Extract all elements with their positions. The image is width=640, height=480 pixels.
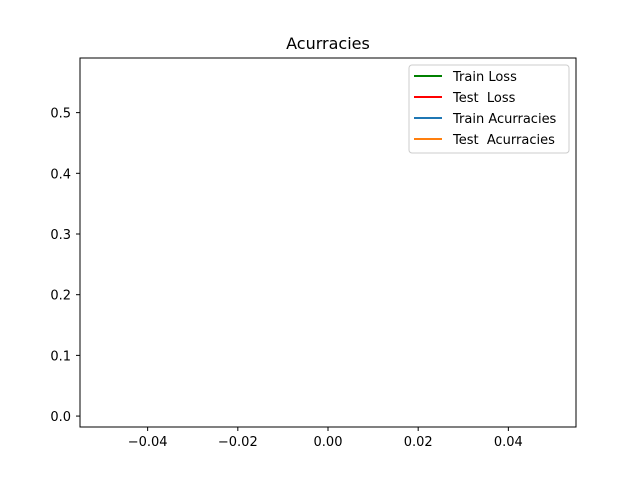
- y-axis: 0.0 0.1 0.2 0.3 0.4 0.5: [50, 107, 80, 425]
- x-tick-label: 0.04: [494, 435, 523, 450]
- legend: Train Loss Test Loss Train Acurracies Test …: [408, 64, 570, 154]
- legend-label: Train Acurracies: [452, 112, 557, 127]
- y-tick-label: 0.4: [50, 167, 71, 182]
- legend-box: [408, 64, 570, 154]
- chart-title: Acurracies: [286, 34, 370, 53]
- x-tick-label: 0.02: [404, 435, 433, 450]
- legend-label: Test Acurracies: [452, 133, 555, 148]
- legend-label: Train Loss: [452, 70, 517, 85]
- y-tick-label: 0.1: [50, 349, 71, 364]
- y-tick-label: 0.5: [50, 107, 71, 122]
- y-tick-label: 0.2: [50, 289, 71, 304]
- legend-label: Test Loss: [452, 91, 516, 106]
- x-axis: −0.04 −0.02 0.00 0.02 0.04: [128, 427, 523, 450]
- x-tick-label: −0.02: [218, 435, 258, 450]
- y-tick-label: 0.3: [50, 228, 71, 243]
- x-tick-label: −0.04: [128, 435, 168, 450]
- x-tick-label: 0.00: [314, 435, 343, 450]
- y-tick-label: 0.0: [50, 410, 71, 425]
